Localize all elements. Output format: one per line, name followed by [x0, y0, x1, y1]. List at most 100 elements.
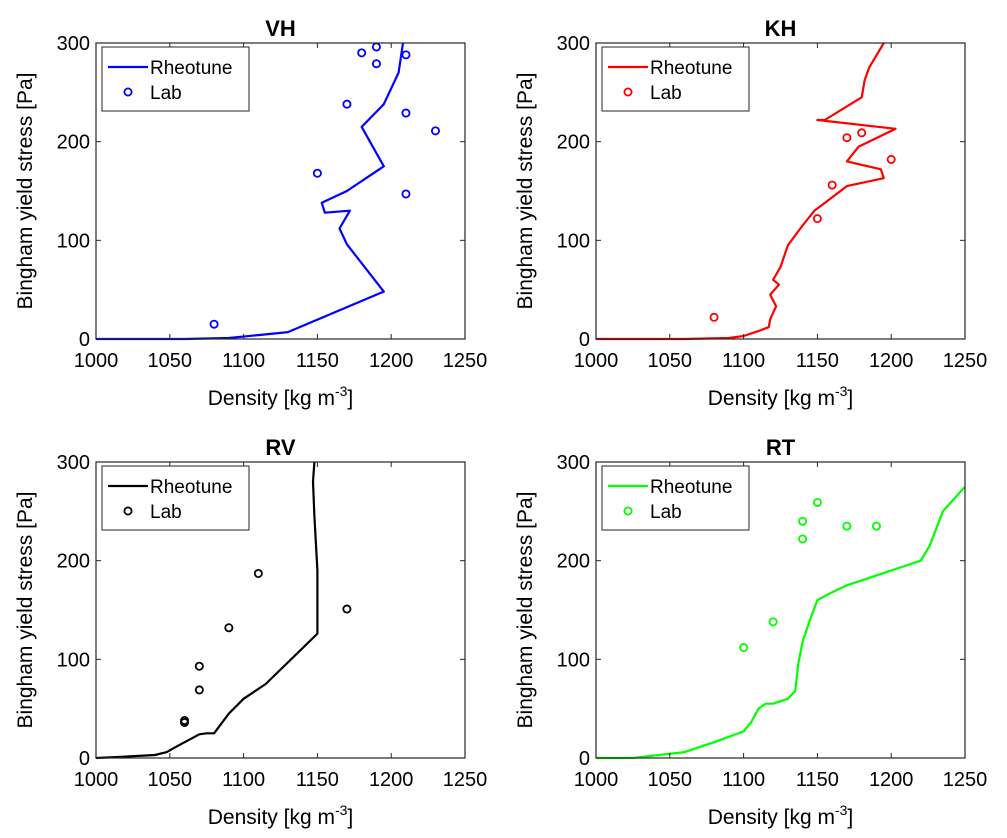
chart-title: RV — [265, 435, 295, 460]
legend: Rheotune Lab — [601, 465, 750, 531]
data-point-lab — [709, 312, 719, 322]
axes-box — [95, 461, 466, 759]
chart-panel-vh: 1000 1050 1100 1150 1200 1250 0 100 200 300 VH Dens… — [14, 16, 487, 410]
axes-box — [595, 461, 966, 759]
axes-box — [95, 42, 466, 340]
x-tick-label: 1250 — [943, 350, 988, 372]
data-point-lab — [430, 126, 440, 136]
x-tick-label: 1150 — [796, 350, 839, 372]
data-point-lab — [798, 516, 808, 526]
data-point-lab — [371, 59, 381, 69]
legend-swatch-lab — [123, 87, 133, 97]
x-tick-label: 1150 — [796, 769, 839, 791]
data-point-lab — [312, 168, 322, 178]
legend-label-rheotune: Rheotune — [650, 58, 732, 79]
series-line-rheotune — [596, 485, 966, 760]
x-tick-label: 1050 — [148, 350, 193, 372]
legend-box — [601, 465, 750, 531]
y-tick-label: 100 — [557, 230, 590, 252]
x-tick-label: 1200 — [369, 350, 414, 372]
data-point-lab — [194, 685, 204, 695]
x-tick-label: 1200 — [869, 350, 914, 372]
x-tick-label: 1000 — [74, 769, 119, 791]
data-point-lab — [827, 180, 837, 190]
y-tick-label: 0 — [79, 748, 90, 770]
legend-box — [101, 465, 250, 531]
x-tick-label: 1050 — [148, 769, 193, 791]
data-point-lab — [342, 99, 352, 109]
data-point-lab — [842, 133, 852, 143]
x-tick-label: 1000 — [574, 350, 619, 372]
x-tick-label: 1150 — [296, 769, 339, 791]
legend-swatch-lab — [123, 506, 133, 516]
chart-panel-rv: 1000 1050 1100 1150 1200 1250 0 100 200 300 RV Dens… — [14, 435, 487, 829]
data-point-lab — [798, 534, 808, 544]
y-tick-label: 0 — [579, 329, 590, 351]
legend: Rheotune Lab — [101, 46, 250, 112]
data-point-lab — [180, 716, 190, 726]
data-point-lab — [812, 214, 822, 224]
chart-panel-rt: 1000 1050 1100 1150 1200 1250 0 100 200 300 RT Dens… — [514, 435, 987, 829]
data-point-lab — [194, 661, 204, 671]
data-point-lab — [401, 50, 411, 60]
chart-title: KH — [765, 16, 797, 41]
y-tick-label: 100 — [57, 649, 90, 671]
x-tick-label: 1250 — [443, 769, 488, 791]
series-line-rheotune — [596, 42, 897, 341]
legend-label-rheotune: Rheotune — [650, 477, 732, 498]
x-axis-label: Density [kg m-3] — [208, 802, 354, 829]
y-axis-label: Bingham yield stress [Pa] — [514, 73, 537, 310]
x-tick-label: 1000 — [574, 769, 619, 791]
chart-title: VH — [265, 16, 296, 41]
legend-box — [601, 46, 750, 112]
x-tick-label: 1150 — [296, 350, 339, 372]
x-tick-label: 1250 — [943, 769, 988, 791]
y-tick-label: 300 — [557, 452, 590, 474]
y-tick-label: 100 — [57, 230, 90, 252]
series-line-rheotune — [96, 42, 405, 341]
legend-box — [101, 46, 250, 112]
data-point-lab — [224, 623, 234, 633]
y-tick-label: 300 — [57, 452, 90, 474]
legend-swatch-lab — [623, 506, 633, 516]
x-tick-label: 1050 — [648, 350, 693, 372]
x-tick-label: 1100 — [222, 769, 265, 791]
x-tick-label: 1100 — [722, 350, 765, 372]
y-axis-label: Bingham yield stress [Pa] — [514, 492, 537, 729]
data-point-lab — [812, 497, 822, 507]
y-tick-label: 100 — [557, 649, 590, 671]
legend-label-lab: Lab — [150, 502, 182, 523]
data-point-lab — [768, 617, 778, 627]
series-line-rheotune — [95, 461, 319, 760]
y-tick-label: 200 — [57, 551, 90, 573]
y-tick-label: 200 — [557, 551, 590, 573]
x-tick-label: 1250 — [443, 350, 488, 372]
x-tick-label: 1100 — [222, 350, 265, 372]
legend-label-lab: Lab — [650, 502, 682, 523]
data-point-lab — [342, 604, 352, 614]
y-tick-label: 0 — [579, 748, 590, 770]
x-tick-label: 1200 — [869, 769, 914, 791]
x-axis-label: Density [kg m-3] — [208, 383, 354, 410]
data-point-lab — [886, 154, 896, 164]
y-axis-label: Bingham yield stress [Pa] — [14, 492, 37, 729]
axes-box — [595, 42, 966, 340]
x-tick-label: 1200 — [369, 769, 414, 791]
data-point-lab — [253, 568, 263, 578]
data-point-lab — [401, 108, 411, 118]
y-tick-label: 0 — [79, 329, 90, 351]
data-point-lab — [357, 48, 367, 58]
y-tick-label: 300 — [557, 33, 590, 55]
data-point-lab — [842, 521, 852, 531]
legend: Rheotune Lab — [601, 46, 750, 112]
x-axis-label: Density [kg m-3] — [708, 383, 854, 410]
data-point-lab — [857, 128, 867, 138]
x-tick-label: 1050 — [648, 769, 693, 791]
legend-swatch-lab — [623, 87, 633, 97]
y-tick-label: 300 — [57, 33, 90, 55]
chart-panel-kh: 1000 1050 1100 1150 1200 1250 0 100 200 300 KH Dens… — [514, 16, 987, 410]
legend-label-rheotune: Rheotune — [150, 58, 232, 79]
data-point-lab — [209, 319, 219, 329]
chart-title: RT — [766, 435, 796, 460]
